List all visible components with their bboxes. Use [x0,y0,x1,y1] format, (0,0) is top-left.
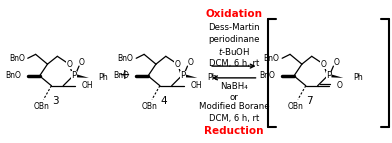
Text: Oxidation: Oxidation [205,9,262,19]
Text: or: or [229,93,238,102]
Text: O: O [175,60,181,69]
Text: P: P [71,71,77,80]
Text: Dess-Martin: Dess-Martin [208,23,260,32]
Text: O: O [79,58,85,67]
Text: +: + [118,68,130,82]
Text: OBn: OBn [34,102,49,111]
Text: 7: 7 [307,96,313,106]
Text: Modified Borane: Modified Borane [198,102,269,111]
Text: Ph: Ph [99,73,109,82]
Text: OH: OH [82,81,94,90]
Polygon shape [77,75,89,78]
Text: OBn: OBn [288,102,304,111]
Text: O: O [336,81,342,90]
Text: BnO: BnO [260,71,275,80]
Text: DCM, 6 h, rt: DCM, 6 h, rt [209,59,259,68]
Text: periodinane: periodinane [208,35,260,44]
Text: BnO: BnO [117,54,133,63]
Text: 4: 4 [160,96,167,106]
Text: Reduction: Reduction [204,126,263,136]
Text: P: P [180,71,185,80]
Text: Ph: Ph [353,73,363,82]
Text: O: O [321,60,327,69]
Text: Ph: Ph [207,73,217,82]
Text: $t$-BuOH: $t$-BuOH [218,46,250,57]
Text: BnO: BnO [263,54,279,63]
Polygon shape [332,75,343,78]
Text: DCM, 6 h, rt: DCM, 6 h, rt [209,114,259,123]
Polygon shape [185,75,197,78]
Text: NaBH₄: NaBH₄ [220,82,248,91]
Text: O: O [334,58,339,67]
Text: 3: 3 [52,96,59,106]
Text: BnO: BnO [9,54,25,63]
Text: P: P [326,71,331,80]
Text: OH: OH [191,81,202,90]
Text: BnO: BnO [113,71,129,80]
Text: O: O [187,58,193,67]
Text: OBn: OBn [142,102,158,111]
Text: O: O [66,60,72,69]
Text: BnO: BnO [5,71,21,80]
